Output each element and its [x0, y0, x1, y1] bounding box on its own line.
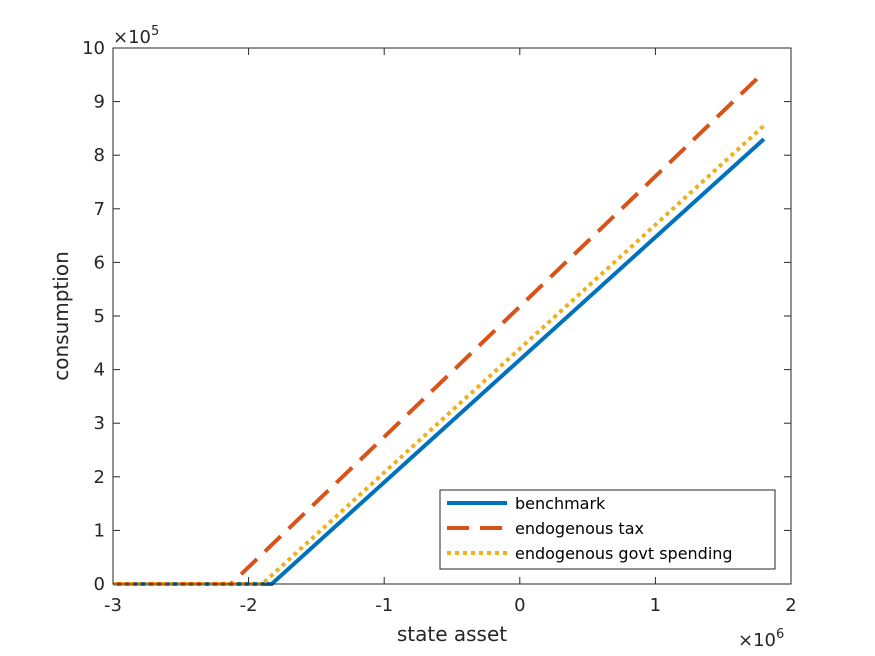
y-tick-label: 5: [94, 306, 105, 327]
x-exponent-label: ×106: [738, 627, 784, 651]
y-tick-label: 4: [94, 360, 105, 381]
legend-label-2: endogenous tax: [515, 519, 644, 538]
x-axis-label: state asset: [397, 622, 507, 646]
y-tick-label: 3: [94, 413, 105, 434]
x-tick-label: 1: [650, 595, 661, 616]
x-tick-label: -1: [375, 595, 393, 616]
y-tick-label: 2: [94, 467, 105, 488]
y-exponent-power: 5: [151, 24, 159, 39]
y-tick-label: 8: [94, 145, 105, 166]
x-tick-label: -3: [104, 595, 122, 616]
x-tick-label: 0: [514, 595, 525, 616]
y-tick-label: 0: [94, 574, 105, 595]
y-tick-label: 7: [94, 199, 105, 220]
y-axis-label: consumption: [49, 251, 73, 381]
legend-label-3: endogenous govt spending: [515, 544, 733, 563]
y-tick-label: 9: [94, 92, 105, 113]
legend-label-1: benchmark: [515, 494, 606, 513]
ticks-layer: -3 -2 -1 0 1 2 0 1 2 3 4 5 6 7 8 9 10: [82, 38, 797, 616]
y-tick-label: 10: [82, 38, 105, 59]
legend: benchmark endogenous tax endogenous govt s…: [439, 489, 776, 570]
x-tick-label: -2: [240, 595, 258, 616]
x-exponent-power: 6: [776, 627, 784, 642]
x-tick-label: 2: [785, 595, 796, 616]
y-tick-label: 1: [94, 520, 105, 541]
y-tick-label: 6: [94, 252, 105, 273]
y-exponent-label: ×105: [113, 24, 159, 48]
legend-entries: benchmark endogenous tax endogenous govt s…: [447, 494, 733, 563]
